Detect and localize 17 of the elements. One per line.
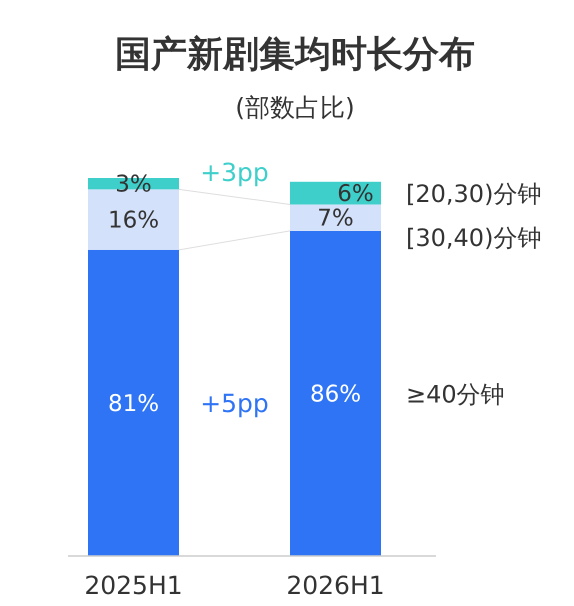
bar (88, 250, 179, 556)
annotation: +5pp (200, 388, 269, 418)
x-tick-label: 2025H1 (84, 571, 183, 600)
x-tick-label: 2026H1 (286, 571, 385, 600)
data-label: 86% (310, 381, 362, 408)
data-label: 6% (337, 181, 374, 208)
annotation: +3pp (200, 158, 269, 187)
data-label: 7% (317, 206, 354, 232)
series-label: [30,40)分钟 (406, 224, 542, 252)
series-label: [20,30)分钟 (406, 180, 542, 208)
bar (290, 204, 381, 231)
data-label: 16% (108, 208, 160, 234)
bar (290, 230, 381, 556)
chart-title: 国产新剧集均时长分布 (115, 34, 475, 75)
chart-subtitle: (部数占比) (235, 93, 355, 122)
series-label: ≥40分钟 (406, 380, 505, 408)
data-label: 81% (108, 390, 160, 417)
